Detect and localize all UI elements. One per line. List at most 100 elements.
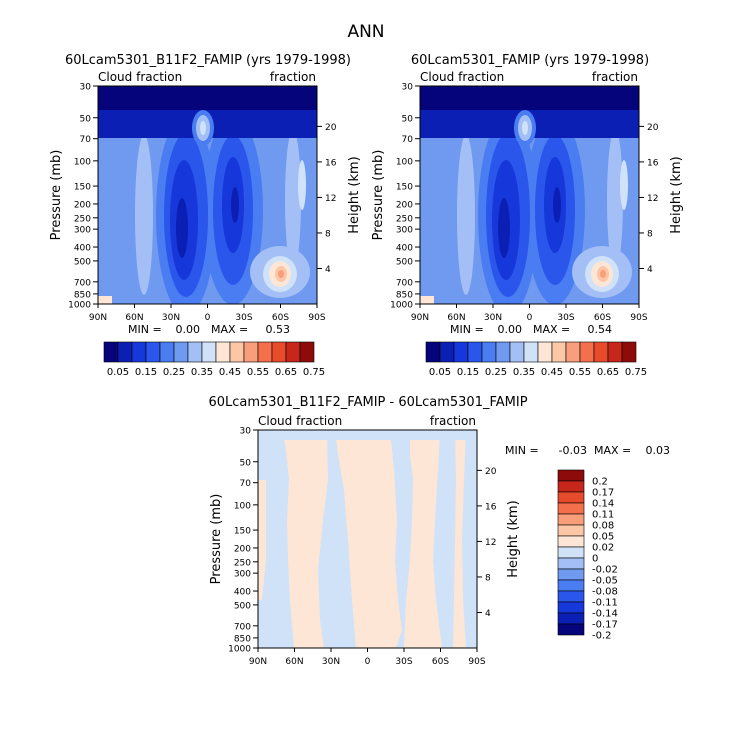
- colorbar-label: 0.75: [625, 367, 647, 378]
- panel-a-colorbar: 0.05 0.15 0.25 0.35 0.45 0.55 0.65 0.75: [103, 341, 325, 378]
- colorbar-cell: [523, 341, 539, 363]
- y-tick-label: 30: [240, 427, 252, 437]
- colorbar-cell: [285, 341, 301, 363]
- colorbar-cell: [425, 341, 441, 363]
- colorbar-label: 0.02: [592, 543, 614, 554]
- panel-diff-stat-max-label: MAX =: [594, 444, 631, 457]
- x-tick-label: 0: [365, 657, 371, 667]
- colorbar-label: 0.05: [429, 367, 451, 378]
- field-layer: [98, 86, 317, 110]
- colorbar-cell: [557, 557, 585, 570]
- panel-b-y2label: Height (km): [669, 156, 684, 233]
- colorbar-cell: [439, 341, 455, 363]
- y-tick-label: 300: [234, 570, 251, 580]
- panel-b-left-label: Cloud fraction: [420, 70, 504, 84]
- field-layer: [283, 430, 328, 648]
- y-tick-label: 1000: [68, 301, 91, 311]
- y-tick-label: 400: [74, 244, 91, 254]
- panel-a: 60Lcam5301_B11F2_FAMIP (yrs 1979-1998) C…: [49, 53, 362, 378]
- panel-a-stat-min-label: MIN =: [128, 323, 162, 336]
- colorbar-label: -0.11: [592, 598, 618, 609]
- height-tick-label: 16: [485, 502, 497, 512]
- y-tick-label: 150: [74, 183, 91, 193]
- y-tick-label: 700: [396, 278, 413, 288]
- colorbar-cell: [299, 341, 315, 363]
- y-tick-label: 70: [402, 135, 414, 145]
- colorbar-label: 0.11: [592, 510, 614, 521]
- colorbar-cell: [229, 341, 245, 363]
- panel-diff-left-label: Cloud fraction: [258, 414, 342, 428]
- panel-diff-ylabel: Pressure (mb): [209, 494, 224, 585]
- x-tick-label: 90N: [89, 313, 107, 323]
- field-layer: [620, 160, 628, 210]
- panel-b-ylabel: Pressure (mb): [371, 150, 386, 241]
- panel-b-stat-max-value: 0.54: [588, 323, 613, 336]
- colorbar-cell: [557, 590, 585, 603]
- x-tick-label: 60S: [272, 313, 289, 323]
- colorbar-label: 0.35: [191, 367, 213, 378]
- y-tick-label: 250: [234, 558, 251, 568]
- field-layer: [453, 430, 466, 648]
- y-tick-label: 200: [396, 200, 413, 210]
- colorbar-label: 0.15: [457, 367, 479, 378]
- colorbar-cell: [537, 341, 553, 363]
- colorbar-cell: [481, 341, 497, 363]
- height-tick-label: 20: [325, 123, 337, 133]
- colorbar-label: -0.14: [592, 609, 618, 620]
- panel-b-title: 60Lcam5301_FAMIP (yrs 1979-1998): [411, 53, 649, 68]
- panel-a-stat-max-label: MAX =: [211, 323, 248, 336]
- panel-a-left-label: Cloud fraction: [98, 70, 182, 84]
- y-tick-label: 100: [396, 157, 413, 167]
- panel-diff-plot-field: [258, 430, 477, 648]
- field-layer: [98, 296, 112, 304]
- field-layer: [420, 86, 639, 110]
- colorbar-label: 0.35: [513, 367, 535, 378]
- colorbar-cell: [557, 469, 585, 482]
- colorbar-cell: [103, 341, 119, 363]
- colorbar-cell: [215, 341, 231, 363]
- height-tick-label: 8: [485, 573, 491, 583]
- colorbar-label: -0.02: [592, 565, 618, 576]
- colorbar-cell: [557, 546, 585, 559]
- colorbar-cell: [509, 341, 525, 363]
- colorbar-cell: [271, 341, 287, 363]
- height-tick-label: 20: [647, 123, 659, 133]
- colorbar-label: 0.65: [597, 367, 619, 378]
- y-tick-label: 500: [74, 257, 91, 267]
- height-tick-label: 16: [647, 158, 659, 168]
- field-layer: [498, 198, 510, 258]
- colorbar-cell: [593, 341, 609, 363]
- panel-b-colorbar: 0.05 0.15 0.25 0.35 0.45 0.55 0.65 0.75: [425, 341, 647, 378]
- colorbar-cell: [145, 341, 161, 363]
- colorbar-label: -0.17: [592, 620, 618, 631]
- height-tick-label: 20: [485, 467, 497, 477]
- panel-b-plot-field: [420, 86, 639, 304]
- colorbar-label: 0.25: [485, 367, 507, 378]
- height-tick-label: 8: [325, 229, 331, 239]
- colorbar-label: 0.08: [592, 521, 614, 532]
- colorbar-label: 0.25: [163, 367, 185, 378]
- x-tick-label: 30N: [322, 657, 340, 667]
- x-tick-label: 90S: [630, 313, 647, 323]
- colorbar-label: 0.14: [592, 499, 614, 510]
- y-tick-label: 1000: [390, 301, 413, 311]
- field-layer: [258, 430, 477, 440]
- field-layer: [553, 187, 561, 223]
- y-tick-label: 300: [74, 226, 91, 236]
- x-tick-label: 0: [527, 313, 533, 323]
- colorbar-cell: [557, 623, 585, 636]
- field-layer: [285, 130, 301, 270]
- panel-a-title: 60Lcam5301_B11F2_FAMIP (yrs 1979-1998): [65, 53, 351, 68]
- panel-b-stat-max-label: MAX =: [533, 323, 570, 336]
- panel-diff-title: 60Lcam5301_B11F2_FAMIP - 60Lcam5301_FAMI…: [208, 395, 527, 410]
- colorbar-label: 0.05: [107, 367, 129, 378]
- height-tick-label: 16: [325, 158, 337, 168]
- y-tick-label: 200: [234, 544, 251, 554]
- colorbar-cell: [117, 341, 133, 363]
- colorbar-cell: [557, 601, 585, 614]
- y-tick-label: 100: [74, 157, 91, 167]
- colorbar-label: 0.55: [247, 367, 269, 378]
- field-layer: [135, 135, 153, 295]
- colorbar-cell: [467, 341, 483, 363]
- x-tick-label: 30N: [162, 313, 180, 323]
